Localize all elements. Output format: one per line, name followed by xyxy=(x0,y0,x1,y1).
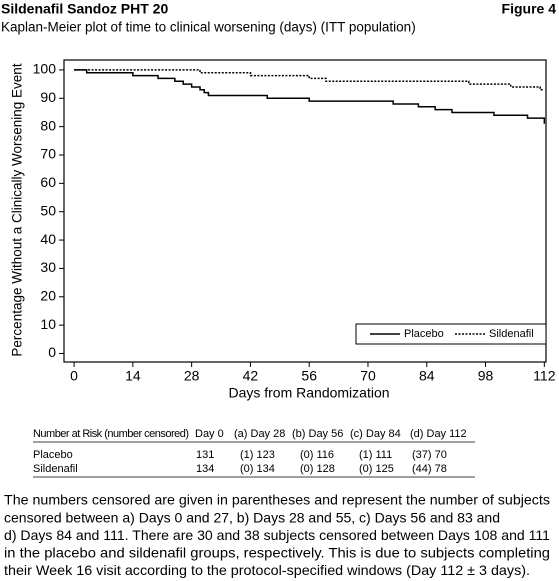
table-cell: (0) 125 xyxy=(359,463,394,475)
plot-frame xyxy=(63,59,547,363)
figure-label: Figure 4 xyxy=(502,1,557,17)
note-line: their Week 16 visit according to the pro… xyxy=(4,562,530,578)
km-curve xyxy=(74,69,545,91)
table-cell: (0) 116 xyxy=(300,449,334,461)
y-axis-label: Percentage Without a Clinically Worsenin… xyxy=(10,63,25,356)
table-cell: Placebo xyxy=(33,449,73,461)
y-tick-label: 100 xyxy=(33,61,57,77)
x-tick-label: 112 xyxy=(533,368,556,384)
x-tick-label: 42 xyxy=(243,368,259,384)
table-header: (d) Day 112 xyxy=(410,428,467,440)
y-tick-label: 70 xyxy=(40,146,56,162)
y-tick-label: 80 xyxy=(40,117,56,133)
header-title: Sildenafil Sandoz PHT 20 xyxy=(1,1,168,17)
table-cell: (1) 111 xyxy=(359,449,392,461)
y-tick-label: 90 xyxy=(40,89,56,105)
note-line: in the placebo and sildenafil groups, re… xyxy=(4,545,550,561)
legend-label: Placebo xyxy=(404,328,444,340)
note-line: d) Days 84 and 111. There are 30 and 38 … xyxy=(4,527,550,543)
x-tick-label: 28 xyxy=(184,368,200,384)
y-tick-label: 10 xyxy=(40,316,56,332)
x-tick-label: 98 xyxy=(478,368,494,384)
table-cell: 131 xyxy=(196,449,214,461)
table-header: (a) Day 28 xyxy=(234,428,285,440)
x-tick-label: 84 xyxy=(419,368,435,384)
y-tick-label: 20 xyxy=(40,287,56,303)
y-tick-label: 60 xyxy=(40,174,56,190)
table-cell: 134 xyxy=(196,463,214,475)
table-cell: Sildenafil xyxy=(33,463,78,475)
x-tick-label: 70 xyxy=(360,368,376,384)
km-curve xyxy=(74,69,546,124)
y-tick-label: 0 xyxy=(48,344,56,360)
legend-label: Sildenafil xyxy=(489,328,534,340)
table-header: (c) Day 84 xyxy=(350,428,401,440)
table-cell: (1) 123 xyxy=(240,449,275,461)
table-cell: (0) 134 xyxy=(240,463,275,475)
x-tick-label: 14 xyxy=(125,368,141,384)
legend-box xyxy=(355,323,547,345)
chart-title: Kaplan-Meier plot of time to clinical wo… xyxy=(1,20,416,35)
x-tick-label: 56 xyxy=(301,368,317,384)
note-line: censored between a) Days 0 and 27, b) Da… xyxy=(4,509,500,525)
y-tick-label: 30 xyxy=(40,259,56,275)
table-cell: (44) 78 xyxy=(412,463,447,475)
table-cell: (37) 70 xyxy=(412,449,447,461)
table-cell: (0) 128 xyxy=(300,463,335,475)
x-tick-label: 0 xyxy=(70,368,78,384)
table-header: (b) Day 56 xyxy=(292,428,343,440)
y-tick-label: 50 xyxy=(40,202,56,218)
table-header: Day 0 xyxy=(195,428,224,440)
x-axis-label: Days from Randomization xyxy=(228,385,389,401)
y-tick-label: 40 xyxy=(40,231,56,247)
table-header: Number at Risk (number censored) xyxy=(33,428,189,440)
note-line: The numbers censored are given in parent… xyxy=(4,492,550,508)
